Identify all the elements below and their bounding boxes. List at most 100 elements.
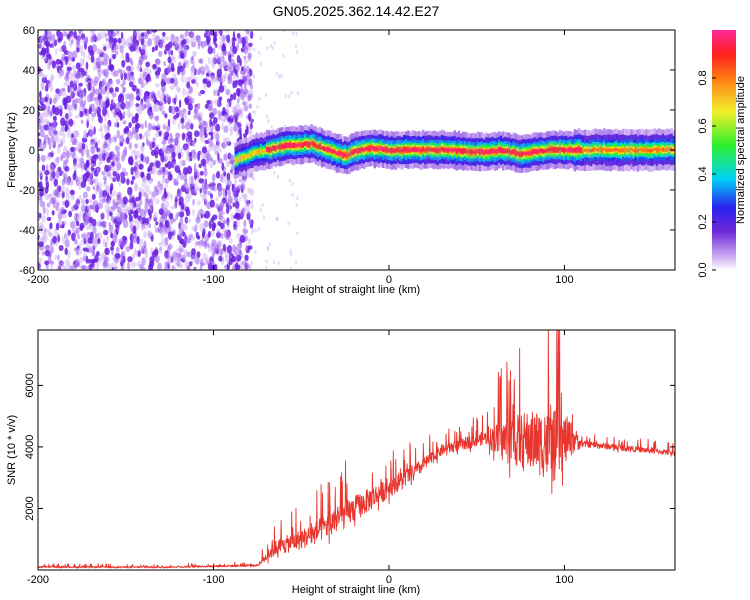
noise-cell bbox=[205, 125, 211, 132]
band-cell bbox=[346, 154, 349, 157]
noise-cell bbox=[239, 234, 246, 243]
noise-cell bbox=[64, 74, 70, 82]
noise-cell bbox=[198, 178, 205, 184]
noise-cell bbox=[130, 166, 134, 176]
noise-cell bbox=[211, 186, 216, 191]
noise-cell bbox=[51, 210, 55, 216]
noise-cell bbox=[120, 101, 126, 110]
noise-cell bbox=[121, 217, 127, 222]
noise-cell bbox=[139, 198, 143, 206]
noise-cell bbox=[222, 43, 226, 52]
noise-cell bbox=[119, 113, 123, 121]
noise-cell bbox=[211, 251, 215, 259]
noise-cell bbox=[98, 73, 102, 78]
noise-cell bbox=[240, 265, 246, 270]
noise-cell bbox=[134, 249, 139, 257]
noise-cell bbox=[245, 235, 248, 241]
noise-cell bbox=[127, 131, 132, 138]
noise-cell bbox=[77, 86, 82, 93]
noise-cell bbox=[143, 191, 147, 198]
noise-cell bbox=[77, 216, 82, 221]
noise-cell bbox=[112, 96, 115, 106]
noise-cell bbox=[210, 193, 213, 199]
noise-cell bbox=[89, 225, 94, 230]
noise-cell bbox=[117, 94, 122, 104]
noise-cell bbox=[136, 203, 141, 212]
noise-cell bbox=[111, 161, 115, 167]
noise-cell bbox=[227, 98, 230, 104]
noise-cell bbox=[129, 241, 134, 250]
noise-cell bbox=[237, 88, 240, 97]
noise-cell bbox=[161, 237, 164, 245]
x-tick-label: 100 bbox=[555, 574, 573, 586]
noise-cell bbox=[185, 194, 190, 204]
noise-cell bbox=[221, 122, 224, 131]
noise-cell bbox=[200, 134, 206, 143]
noise-cell bbox=[217, 190, 221, 199]
noise-cell bbox=[135, 116, 138, 123]
noise-cell bbox=[206, 242, 210, 248]
noise-cell bbox=[154, 45, 158, 51]
noise-cell bbox=[201, 146, 207, 154]
noise-cell bbox=[115, 51, 119, 56]
noise-cell bbox=[44, 118, 49, 124]
noise-cell bbox=[64, 233, 70, 240]
noise-cell bbox=[191, 139, 196, 148]
noise-cell bbox=[213, 88, 219, 95]
noise-cell bbox=[168, 231, 172, 240]
noise-cell bbox=[250, 230, 254, 235]
noise-cell bbox=[243, 198, 249, 203]
colorbar-label: Normalized spectral amplitude bbox=[735, 76, 747, 224]
noise-cell bbox=[71, 64, 77, 71]
noise-cell bbox=[233, 108, 237, 116]
noise-cell bbox=[80, 164, 84, 172]
noise-cell bbox=[90, 172, 94, 180]
noise-cell bbox=[246, 211, 251, 221]
noise-cell bbox=[69, 189, 75, 195]
noise-cell bbox=[297, 91, 300, 96]
noise-cell bbox=[238, 121, 242, 130]
noise-cell bbox=[258, 96, 261, 101]
noise-cell bbox=[127, 261, 131, 270]
noise-cell bbox=[91, 202, 94, 209]
noise-cell bbox=[80, 51, 84, 56]
noise-cell bbox=[212, 57, 217, 65]
noise-cell bbox=[69, 39, 73, 48]
noise-cell bbox=[151, 166, 155, 173]
noise-cell bbox=[70, 221, 76, 229]
noise-cell bbox=[217, 157, 223, 164]
noise-cell bbox=[229, 93, 234, 101]
noise-cell bbox=[59, 224, 64, 229]
noise-cell bbox=[43, 110, 49, 119]
noise-cell bbox=[177, 188, 183, 195]
noise-cell bbox=[232, 39, 235, 49]
noise-cell bbox=[126, 65, 132, 71]
noise-cell bbox=[94, 88, 99, 96]
noise-cell bbox=[143, 132, 148, 138]
noise-cell bbox=[68, 111, 73, 117]
y-tick-label: 60 bbox=[23, 25, 35, 37]
noise-cell bbox=[275, 71, 278, 76]
noise-cell bbox=[189, 31, 194, 38]
noise-cell bbox=[233, 92, 237, 101]
noise-cell bbox=[63, 40, 66, 50]
noise-cell bbox=[77, 141, 83, 150]
noise-cell bbox=[134, 154, 138, 161]
noise-cell bbox=[125, 52, 130, 60]
noise-cell bbox=[115, 102, 121, 112]
noise-cell bbox=[204, 103, 209, 109]
noise-cell bbox=[161, 110, 166, 116]
noise-cell bbox=[145, 91, 150, 97]
noise-cell bbox=[196, 102, 200, 111]
noise-cell bbox=[110, 216, 116, 222]
noise-cell bbox=[174, 39, 179, 49]
noise-cell bbox=[48, 168, 53, 177]
noise-cell bbox=[81, 233, 86, 239]
noise-cell bbox=[172, 158, 176, 165]
noise-cell bbox=[258, 50, 261, 55]
noise-cell bbox=[123, 146, 128, 155]
noise-cell bbox=[60, 117, 66, 127]
noise-cell bbox=[198, 66, 201, 75]
noise-cell bbox=[135, 134, 141, 140]
noise-cell bbox=[188, 151, 193, 158]
